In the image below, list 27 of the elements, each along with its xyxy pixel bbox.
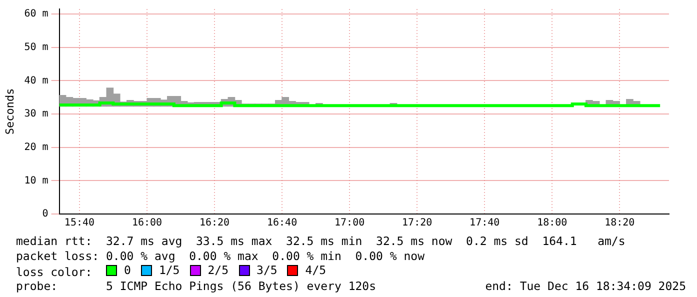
y-tick-label: 50 m <box>24 42 48 53</box>
x-tick-label: 18:20 <box>604 218 635 229</box>
y-tick-label: 40 m <box>24 75 48 86</box>
x-tick-label: 15:40 <box>64 218 95 229</box>
text: end: Tue Dec 16 18:34:09 2025 <box>485 279 686 294</box>
x-tick-label: 17:40 <box>470 218 500 229</box>
y-tick-label: 20 m <box>24 142 48 153</box>
x-tick-label: 16:40 <box>266 218 298 229</box>
legend-title: loss color: <box>16 264 94 279</box>
x-tick-label: 16:00 <box>132 218 162 229</box>
legend-label: 3/5 <box>256 263 278 278</box>
y-tick-label: 10 m <box>24 175 48 186</box>
x-tick-label: 18:00 <box>537 218 568 229</box>
legend-label: 4/5 <box>305 263 326 278</box>
legend-label: 1/5 <box>158 263 180 278</box>
legend-label: 0 <box>124 263 131 278</box>
text: median rtt: 32.7 ms avg 33.5 ms max 32.5 ms min 32.5 ms now 0.2 ms sd 164.1 am/s <box>16 234 626 248</box>
y-tick-label: 30 m <box>24 108 48 120</box>
text: probe: 5 ICMP Echo Pings (56 Bytes) every 120s <box>16 279 376 294</box>
x-tick-label: 17:00 <box>334 218 365 229</box>
y-axis-title: Seconds <box>3 88 16 135</box>
legend-label: 2/5 <box>208 263 229 278</box>
y-tick-label: 0 <box>42 208 48 220</box>
x-tick-label: 16:20 <box>199 218 230 229</box>
x-tick-label: 17:20 <box>402 218 432 229</box>
text: packet loss: 0.00 % avg 0.00 % max 0.00 % min 0.00 % now <box>16 248 426 263</box>
y-tick-label: 60 m <box>24 8 48 20</box>
